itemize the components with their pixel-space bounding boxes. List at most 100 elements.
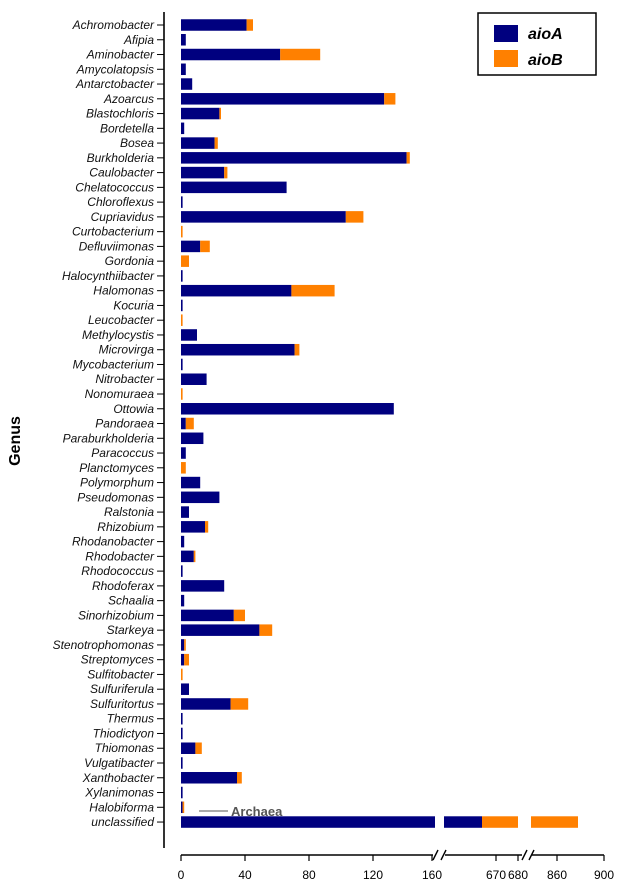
category-label-kocuria: Kocuria bbox=[113, 298, 154, 312]
category-label-thiodictyon: Thiodictyon bbox=[93, 726, 155, 740]
bar-aioA-ralstonia bbox=[181, 506, 189, 518]
category-label-planctomyces: Planctomyces bbox=[79, 461, 154, 475]
category-label-chloroflexus: Chloroflexus bbox=[87, 195, 154, 209]
bar-aioA-aminobacter bbox=[181, 48, 281, 61]
bar-aioB-stenotrophomonas bbox=[184, 639, 186, 651]
bar-aioA-achromobacter bbox=[181, 19, 247, 31]
bar-aioA-rhizobium bbox=[181, 521, 205, 533]
category-label-xanthobacter: Xanthobacter bbox=[82, 771, 155, 785]
bar-aioA-caulobacter bbox=[181, 166, 225, 179]
category-label-defluviimonas: Defluviimonas bbox=[79, 239, 154, 253]
x-tick-label-80: 80 bbox=[302, 868, 316, 882]
bar-aioB-halomonas bbox=[291, 284, 335, 297]
category-label-curtobacterium: Curtobacterium bbox=[72, 225, 154, 239]
legend-swatch-aioA bbox=[494, 25, 518, 42]
category-label-sinorhizobium: Sinorhizobium bbox=[78, 608, 154, 622]
category-label-chelatococcus: Chelatococcus bbox=[75, 180, 154, 194]
axis-break-mark bbox=[521, 849, 528, 861]
category-label-polymorphum: Polymorphum bbox=[80, 476, 154, 490]
bar-aioA-halobiforma bbox=[181, 801, 183, 814]
category-label-streptomyces: Streptomyces bbox=[81, 653, 154, 667]
category-label-pandoraea: Pandoraea bbox=[95, 417, 154, 431]
category-label-methylocystis: Methylocystis bbox=[82, 328, 154, 342]
bar-aioA-thermus bbox=[181, 712, 183, 725]
bar-aioB-sulfitobacter bbox=[181, 668, 183, 681]
bar-aioB-pandoraea bbox=[185, 417, 194, 430]
category-label-sulfuriferula: Sulfuriferula bbox=[90, 682, 154, 696]
category-label-rhodococcus: Rhodococcus bbox=[81, 564, 154, 578]
category-label-mycobacterium: Mycobacterium bbox=[73, 357, 154, 371]
bar-aioA-pseudomonas bbox=[181, 491, 220, 504]
bar-aioA-sinorhizobium bbox=[181, 609, 234, 622]
bar-aioA-thiodictyon bbox=[181, 727, 183, 740]
archaea-annotation: Archaea bbox=[231, 804, 283, 819]
bar-aioA-bosea bbox=[181, 137, 215, 149]
axis-break-mark bbox=[528, 849, 535, 861]
category-label-aminobacter: Aminobacter bbox=[86, 48, 155, 62]
bar-aioA-stenotrophomonas bbox=[181, 639, 185, 651]
bar-aioB-sinorhizobium bbox=[233, 609, 245, 622]
bar-aioB-curtobacterium bbox=[181, 225, 183, 238]
category-label-bosea: Bosea bbox=[120, 136, 154, 150]
bar-aioB-defluviimonas bbox=[200, 240, 210, 253]
bar-aioA-amycolatopsis bbox=[181, 63, 186, 76]
bar-aioA-antarctobacter bbox=[181, 78, 193, 90]
bar-aioB-thiomonas bbox=[195, 742, 202, 754]
bar-aioA-rhodococcus bbox=[181, 565, 183, 577]
legend-swatch-aioB bbox=[494, 50, 518, 67]
category-label-schaalia: Schaalia bbox=[108, 594, 154, 608]
category-label-paracoccus: Paracoccus bbox=[91, 446, 154, 460]
axes-group: 0 40 80 120 160 670 680 860 900 bbox=[157, 12, 614, 882]
x-tick-label-0: 0 bbox=[178, 868, 185, 882]
bar-aioA-vulgatibacter bbox=[181, 757, 183, 769]
x-tick-label-900: 900 bbox=[594, 868, 614, 882]
category-label-thermus: Thermus bbox=[107, 712, 154, 726]
category-label-halocynthiibacter: Halocynthiibacter bbox=[62, 269, 155, 283]
legend-label-aioA: aioA bbox=[528, 26, 563, 43]
bar-aioB-rhizobium bbox=[205, 521, 209, 533]
category-label-rhodobacter: Rhodobacter bbox=[85, 549, 155, 563]
bar-aioA-pandoraea bbox=[181, 417, 186, 430]
legend: aioA aioB bbox=[477, 12, 597, 76]
bar-aioA-mycobacterium bbox=[181, 358, 183, 371]
bar-aioA-halomonas bbox=[181, 284, 292, 297]
category-label-halobiforma: Halobiforma bbox=[89, 800, 154, 814]
legend-label-aioB: aioB bbox=[528, 52, 563, 69]
category-label-sulfitobacter: Sulfitobacter bbox=[87, 667, 155, 681]
bar-aioB-blastochloris bbox=[219, 107, 221, 120]
category-label-bordetella: Bordetella bbox=[100, 121, 154, 135]
category-label-burkholderia: Burkholderia bbox=[87, 151, 155, 165]
category-label-leucobacter: Leucobacter bbox=[88, 313, 155, 327]
category-label-gordonia: Gordonia bbox=[105, 254, 155, 268]
bar-aioA-xanthobacter bbox=[181, 772, 237, 784]
bar-aioA-burkholderia bbox=[181, 152, 407, 164]
category-label-antarctobacter: Antarctobacter bbox=[75, 77, 155, 91]
category-label-paraburkholderia: Paraburkholderia bbox=[63, 431, 155, 445]
bar-aioB-burkholderia bbox=[406, 152, 410, 164]
bar-aioA-chelatococcus bbox=[181, 181, 287, 194]
bar-aioA-paraburkholderia bbox=[181, 432, 204, 445]
bars-group bbox=[181, 19, 578, 828]
bar-aioA-blastochloris bbox=[181, 107, 220, 120]
category-label-rhodanobacter: Rhodanobacter bbox=[72, 535, 155, 549]
category-labels-group: AchromobacterAfipiaAminobacterAmycolatop… bbox=[53, 18, 155, 829]
x-tick-label-120: 120 bbox=[363, 868, 383, 882]
axis-break-mark bbox=[432, 849, 439, 861]
bar-aioB-planctomyces bbox=[181, 462, 186, 474]
bar-aioA-paracoccus bbox=[181, 447, 186, 459]
bar-aioB-unclassified-seg2 bbox=[531, 816, 578, 828]
bar-aioA-polymorphum bbox=[181, 476, 201, 489]
bar-aioB-nonomuraea bbox=[181, 388, 183, 400]
bar-aioB-starkeya bbox=[259, 624, 273, 636]
category-label-afipia: Afipia bbox=[123, 33, 154, 47]
bar-aioB-achromobacter bbox=[246, 19, 253, 31]
category-label-rhodoferax: Rhodoferax bbox=[92, 579, 155, 593]
bar-aioA-rhodoferax bbox=[181, 580, 225, 592]
category-label-amycolatopsis: Amycolatopsis bbox=[76, 62, 154, 76]
x-tick-label-680: 680 bbox=[508, 868, 528, 882]
bar-aioB-unclassified-seg1 bbox=[482, 816, 518, 828]
bar-aioB-gordonia bbox=[181, 255, 189, 267]
bar-aioA-ottowia bbox=[181, 403, 394, 415]
bar-aioB-streptomyces bbox=[184, 653, 189, 666]
